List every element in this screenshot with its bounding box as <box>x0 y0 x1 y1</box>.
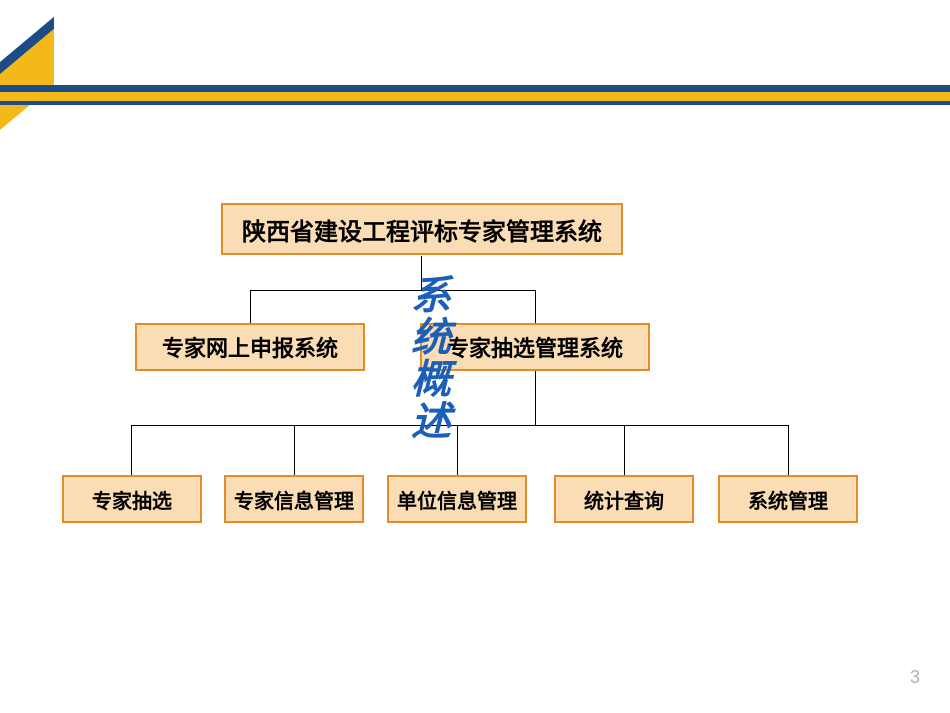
node-level3-1: 专家信息管理 <box>224 475 364 523</box>
node-label: 统计查询 <box>584 485 664 514</box>
node-label: 专家抽选管理系统 <box>447 331 623 363</box>
node-level3-2: 单位信息管理 <box>387 475 527 523</box>
connector <box>457 425 458 475</box>
connector <box>250 290 251 323</box>
node-label: 专家信息管理 <box>234 485 354 514</box>
connector <box>788 425 789 475</box>
connector <box>624 425 625 475</box>
connector <box>250 290 536 291</box>
connector <box>535 290 536 323</box>
node-label: 陕西省建设工程评标专家管理系统 <box>242 212 602 247</box>
watermark-text: 系统概述 <box>402 268 452 448</box>
connector <box>294 425 295 475</box>
node-label: 系统管理 <box>748 485 828 514</box>
node-label: 专家网上申报系统 <box>162 331 338 363</box>
page-number: 3 <box>910 667 920 688</box>
connector <box>131 425 789 426</box>
node-level2-a: 专家网上申报系统 <box>135 323 365 371</box>
node-level3-0: 专家抽选 <box>62 475 202 523</box>
node-level3-4: 系统管理 <box>718 475 858 523</box>
connector <box>131 425 132 475</box>
node-label: 单位信息管理 <box>397 485 517 514</box>
org-chart-diagram: 陕西省建设工程评标专家管理系统 专家网上申报系统 专家抽选管理系统 专家抽选 专… <box>0 0 950 713</box>
node-label: 专家抽选 <box>92 485 172 514</box>
node-level3-3: 统计查询 <box>554 475 694 523</box>
connector <box>535 371 536 425</box>
node-root: 陕西省建设工程评标专家管理系统 <box>221 203 623 255</box>
